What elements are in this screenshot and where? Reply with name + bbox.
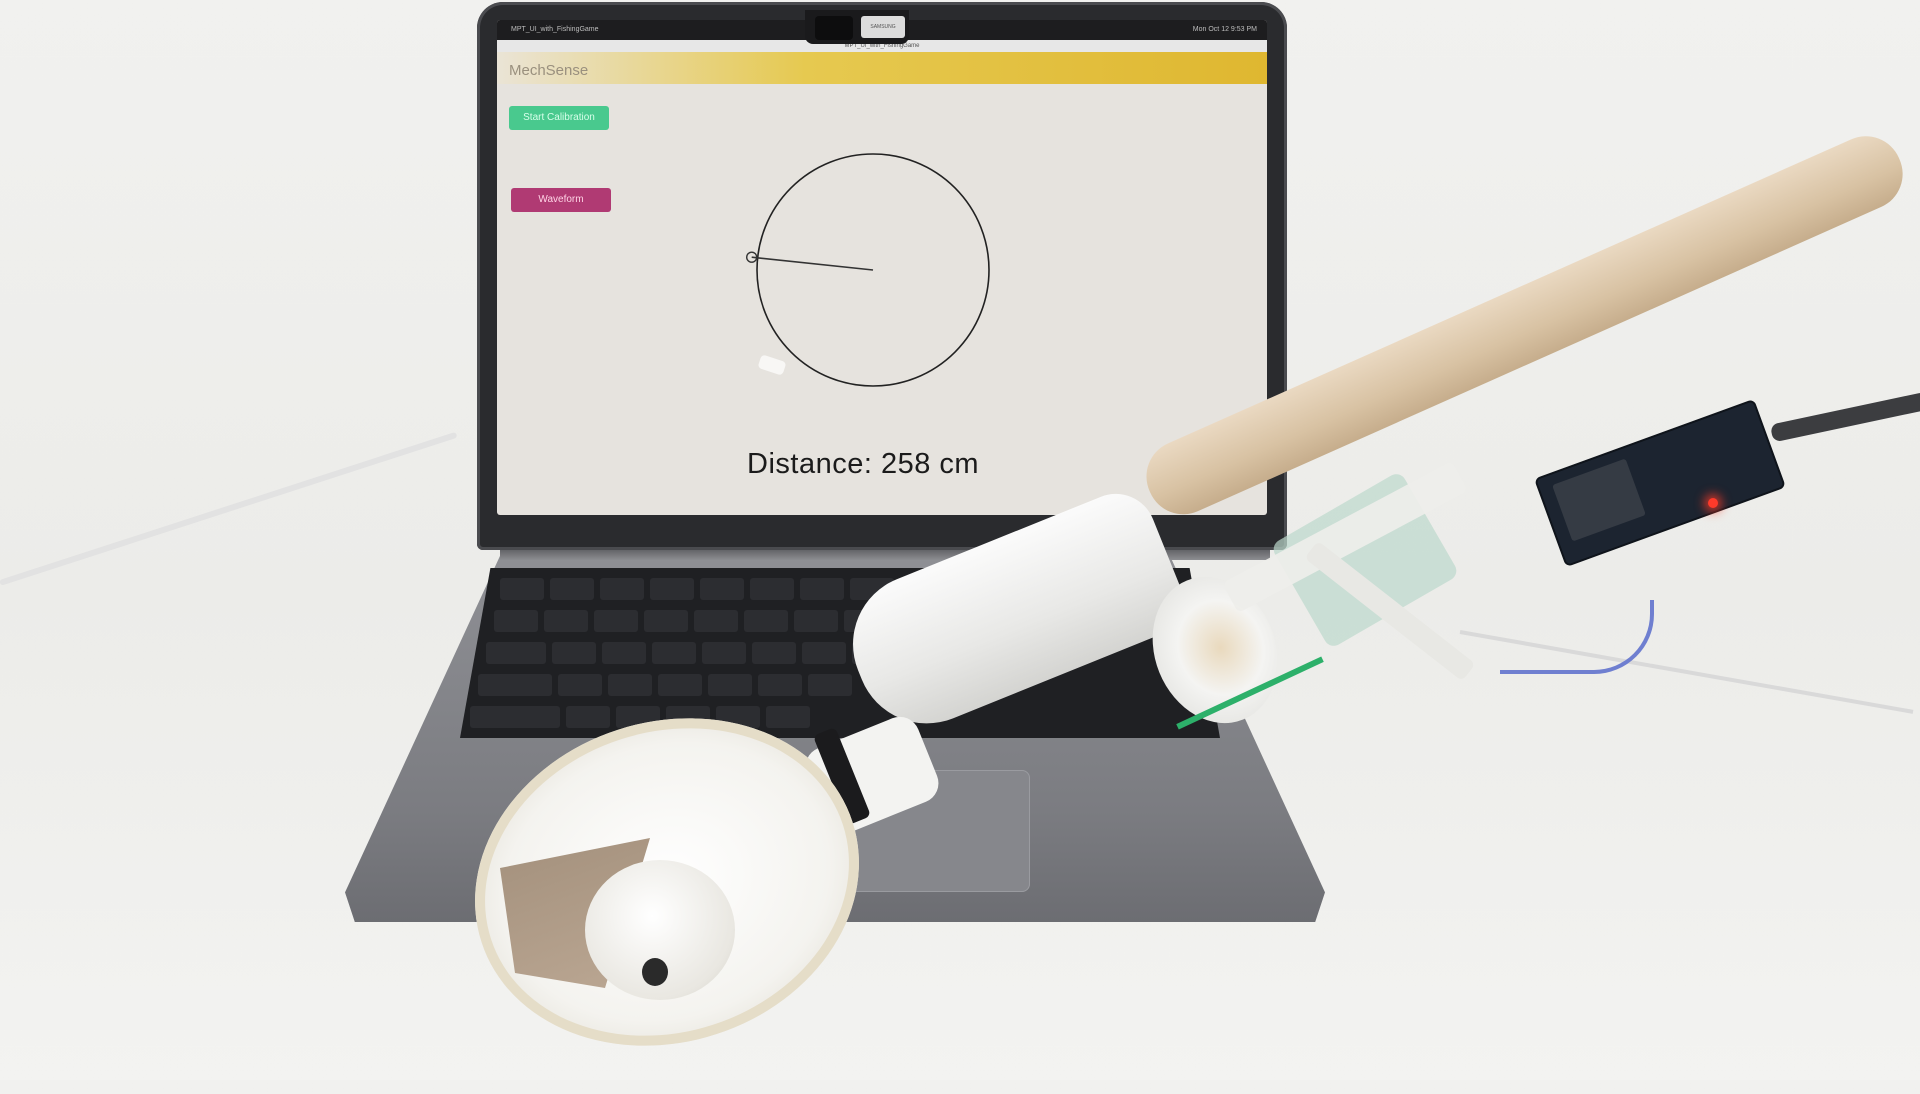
browser-tab-title[interactable]: MPT_UI_with_FishingGame <box>497 40 1267 52</box>
brand-title: MechSense <box>509 62 589 79</box>
app-header: MechSense <box>497 52 1267 84</box>
pointer-tip-icon <box>745 251 758 263</box>
menubar-app-title: MPT_UI_with_FishingGame <box>511 26 599 33</box>
laptop-screen: MPT_UI_with_FishingGame Mon Oct 12 9:53 … <box>497 20 1267 515</box>
power-cable <box>0 431 458 586</box>
waveform-button[interactable]: Waveform <box>511 188 611 212</box>
pointer-needle-icon <box>751 256 874 271</box>
camera-notch: SAMSUNG <box>805 10 909 44</box>
circular-dial-icon <box>745 153 990 387</box>
usb-cable <box>1769 391 1920 443</box>
start-calibration-button[interactable]: Start Calibration <box>509 106 609 130</box>
menubar-clock: Mon Oct 12 9:53 PM <box>1192 26 1257 33</box>
webcam-icon <box>815 16 853 40</box>
distance-readout: Distance: 258 cm <box>747 448 980 480</box>
notch-sticker-label: SAMSUNG <box>861 16 905 38</box>
dial-circle <box>756 153 990 387</box>
status-led-icon <box>1708 498 1718 508</box>
reel-pin-icon <box>642 958 668 986</box>
